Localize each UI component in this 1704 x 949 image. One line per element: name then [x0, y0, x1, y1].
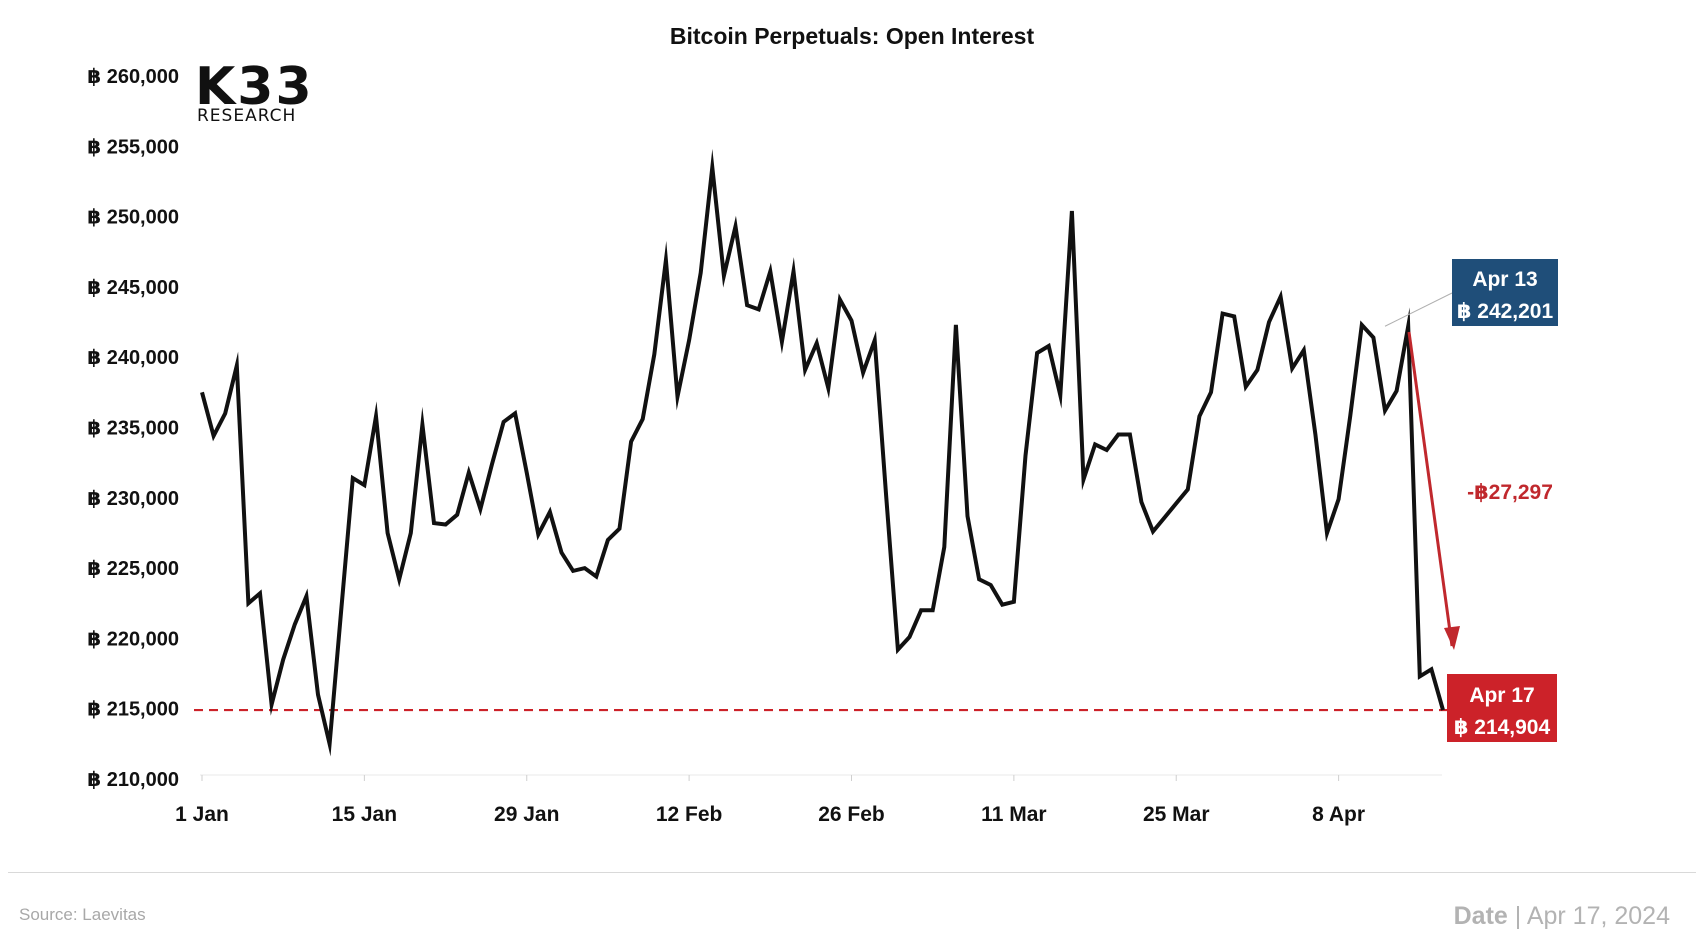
- logo-k33-text: K33: [195, 57, 314, 117]
- y-tick-label: ฿ 255,000: [87, 136, 179, 158]
- annotations: Apr 13 ฿ 242,201 Apr 17 ฿ 214,904 -฿27,2…: [1384, 259, 1558, 742]
- apr13-callout-date: Apr 13: [1472, 268, 1537, 291]
- change-label: -฿27,297: [1467, 481, 1553, 504]
- y-tick-label: ฿ 260,000: [87, 66, 179, 88]
- logo-research-text: RESEARCH: [197, 106, 296, 126]
- x-tick-label: 1 Jan: [175, 803, 229, 826]
- x-tick-label: 25 Mar: [1143, 803, 1210, 826]
- apr17-callout-value: ฿ 214,904: [1454, 716, 1551, 739]
- apr13-leader-line: [1384, 292, 1453, 327]
- change-arrowhead: [1444, 626, 1460, 650]
- series-line-open-interest: [200, 148, 1445, 757]
- x-axis: 1 Jan 15 Jan 29 Jan 12 Feb 26 Feb 11 Mar 25 Ma…: [175, 774, 1442, 826]
- date-label: Date: [1453, 902, 1508, 930]
- k33-logo: K33 RESEARCH: [195, 57, 314, 126]
- y-axis: ฿ 210,000 ฿ 215,000 ฿ 220,000 ฿ 225,000 ฿ 23…: [87, 66, 179, 791]
- apr17-callout-date: Apr 17: [1469, 684, 1534, 707]
- x-tick-label: 15 Jan: [332, 803, 397, 826]
- plot-area: [194, 148, 1449, 757]
- y-tick-label: ฿ 240,000: [87, 347, 179, 369]
- chart-title: Bitcoin Perpetuals: Open Interest: [670, 23, 1035, 49]
- y-tick-label: ฿ 245,000: [87, 277, 179, 299]
- y-tick-label: ฿ 250,000: [87, 207, 179, 229]
- y-tick-label: ฿ 210,000: [87, 769, 179, 791]
- x-tick-label: 8 Apr: [1312, 803, 1365, 826]
- x-tick-label: 12 Feb: [656, 803, 723, 826]
- footer-divider: [8, 872, 1696, 873]
- y-tick-label: ฿ 235,000: [87, 418, 179, 440]
- y-tick-label: ฿ 215,000: [87, 699, 179, 721]
- date-value: Apr 17, 2024: [1526, 902, 1670, 930]
- apr17-callout-box: [1447, 674, 1557, 742]
- x-tick-label: 11 Mar: [981, 803, 1046, 826]
- date-stamp: Date | Apr 17, 2024: [1454, 902, 1670, 931]
- apr13-callout-box: [1452, 259, 1558, 326]
- date-separator: |: [1507, 902, 1527, 930]
- y-tick-label: ฿ 230,000: [87, 488, 179, 510]
- x-tick-label: 29 Jan: [494, 803, 559, 826]
- y-tick-label: ฿ 220,000: [87, 628, 179, 650]
- y-tick-label: ฿ 225,000: [87, 558, 179, 580]
- source-label: Source: Laevitas: [19, 905, 146, 924]
- chart: Bitcoin Perpetuals: Open Interest K33 RE…: [87, 23, 1558, 826]
- change-arrow: [1407, 331, 1454, 647]
- x-tick-label: 26 Feb: [818, 803, 885, 826]
- apr13-callout-value: ฿ 242,201: [1457, 300, 1554, 323]
